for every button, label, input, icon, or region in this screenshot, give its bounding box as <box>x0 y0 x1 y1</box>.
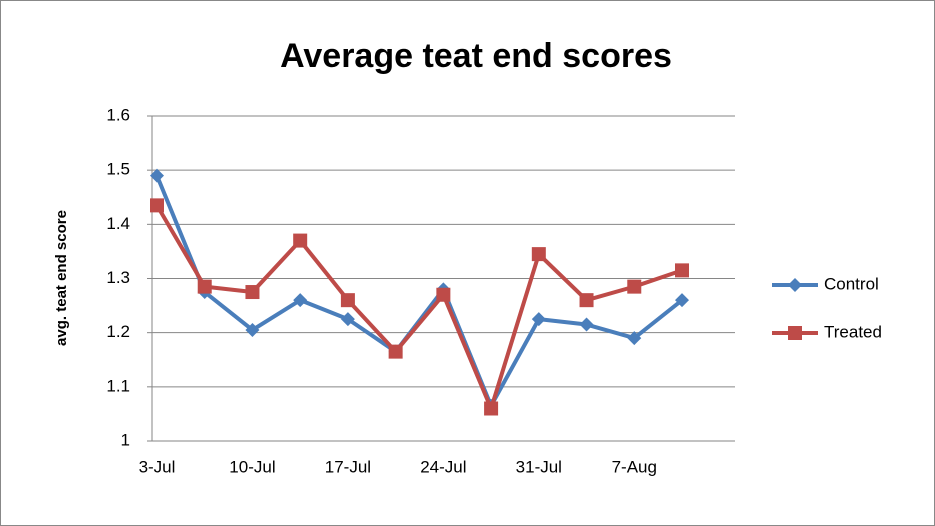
data-point <box>293 293 308 308</box>
y-axis-label: avg. teat end score <box>53 210 70 346</box>
data-point <box>197 279 212 294</box>
data-point <box>484 401 499 416</box>
data-point <box>436 287 451 302</box>
x-tick-label: 17-Jul <box>325 457 371 476</box>
series-line <box>155 204 683 411</box>
y-tick-label: 1.5 <box>106 160 130 179</box>
x-tick-label: 3-Jul <box>139 457 176 476</box>
data-point <box>627 279 642 294</box>
x-tick-label: 31-Jul <box>516 457 562 476</box>
data-point <box>531 312 546 327</box>
data-point <box>627 331 642 346</box>
y-tick-label: 1.3 <box>106 268 130 287</box>
x-tick-label: 24-Jul <box>420 457 466 476</box>
y-tick-label: 1 <box>121 430 130 449</box>
data-point <box>579 317 594 332</box>
data-point <box>388 344 403 359</box>
data-point <box>150 198 164 213</box>
data-point <box>675 293 689 308</box>
y-tick-label: 1.4 <box>106 214 130 233</box>
data-point <box>340 293 355 308</box>
data-point <box>245 322 260 337</box>
y-tick-label: 1.6 <box>106 105 130 124</box>
x-tick-label: 10-Jul <box>229 457 275 476</box>
data-point <box>531 247 546 262</box>
y-tick-label: 1.2 <box>106 322 130 341</box>
data-point <box>150 168 164 183</box>
data-point <box>245 285 260 300</box>
legend-label: Treated <box>824 322 882 341</box>
data-point <box>675 263 689 278</box>
legend-label: Control <box>824 274 879 293</box>
legend-marker <box>788 326 802 340</box>
legend-marker <box>788 278 802 292</box>
data-point <box>293 233 308 248</box>
data-point <box>579 293 594 308</box>
x-tick-label: 7-Aug <box>612 457 657 476</box>
y-tick-label: 1.1 <box>106 376 130 395</box>
chart-title: Average teat end scores <box>280 37 672 75</box>
data-point <box>340 312 355 327</box>
